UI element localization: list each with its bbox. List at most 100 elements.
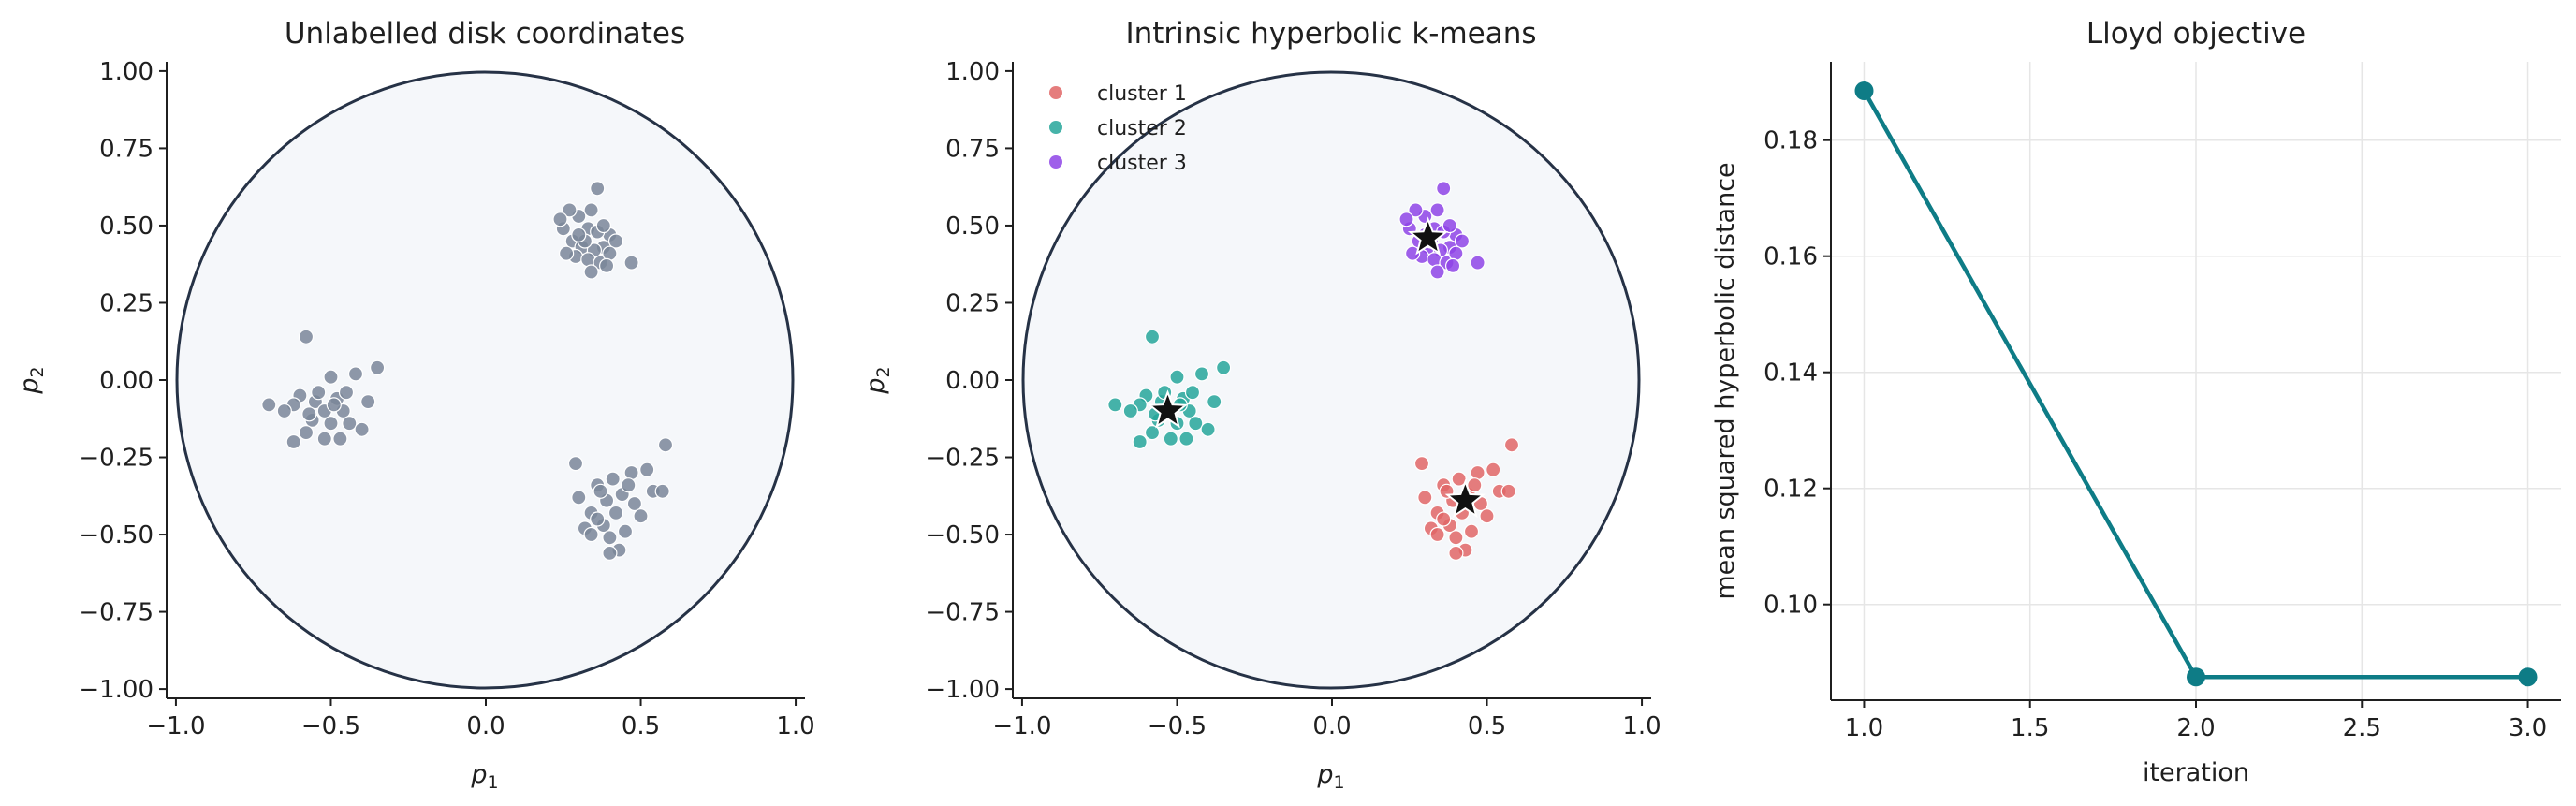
x-ticks: −1.0 −0.5 0.0 0.5 1.0 [992, 698, 1661, 740]
legend: cluster 1 cluster 2 cluster 3 [1049, 82, 1187, 175]
scatter-points [261, 181, 674, 562]
x-tick-label: 0.5 [622, 712, 660, 740]
data-point [298, 425, 315, 441]
y-ticks: −1.00 −0.75 −0.50 −0.25 0.00 0.25 0.50 0.75 1.00 [79, 58, 167, 704]
data-point [595, 217, 611, 234]
data-point [602, 530, 618, 546]
legend-marker-cluster-1 [1049, 86, 1062, 99]
legend-label-cluster-2: cluster 2 [1097, 117, 1187, 140]
x-axis-label: p1 [470, 760, 498, 793]
data-point [558, 245, 575, 261]
x-tick-label: 0.0 [466, 712, 505, 740]
x-tick-label: −1.0 [992, 712, 1051, 740]
legend-label-cluster-1: cluster 1 [1097, 82, 1187, 106]
x-tick-label: 2.0 [2176, 714, 2215, 742]
data-point [1404, 245, 1421, 261]
y-tick-label: 0.75 [945, 135, 1000, 163]
y-tick-label: 0.75 [99, 135, 154, 163]
y-tick-label: 0.50 [99, 212, 154, 241]
x-tick-label: −1.0 [146, 712, 205, 740]
y-tick-label: 1.00 [99, 58, 154, 86]
data-point [552, 212, 568, 227]
x-tick-label: 1.5 [2011, 714, 2049, 742]
data-point [1184, 385, 1201, 401]
data-point [1163, 431, 1178, 447]
objective-marker [1854, 81, 1874, 100]
data-point [316, 431, 332, 447]
data-point [1408, 202, 1424, 218]
centroid-star [1147, 389, 1189, 429]
grid [1831, 62, 2561, 700]
data-point [1442, 217, 1457, 234]
legend-label-cluster-3: cluster 3 [1097, 152, 1187, 175]
x-tick-label: −0.5 [1148, 712, 1207, 740]
data-point [590, 511, 606, 527]
y-tick-label: −0.25 [925, 445, 1000, 473]
data-point [1200, 421, 1216, 437]
y-tick-label: 0.14 [1764, 359, 1818, 388]
data-point [1448, 245, 1464, 261]
data-point [1436, 511, 1452, 527]
data-point [311, 385, 327, 401]
data-point [1193, 366, 1210, 382]
data-point [1503, 437, 1520, 453]
data-point [583, 526, 599, 543]
data-point [623, 464, 639, 481]
x-tick-label: 1.0 [1845, 714, 1883, 742]
panel-unlabelled: Unlabelled disk coordinates −1.0 −0.5 0.0 0… [15, 17, 815, 793]
panel-kmeans: Intrinsic hyperbolic k-means −1.0 −0.5 0.0… [861, 17, 1661, 793]
data-point [626, 495, 643, 512]
data-point [583, 264, 599, 280]
data-point [1144, 329, 1161, 344]
data-point [1107, 397, 1123, 413]
y-tick-label: 0.18 [1764, 127, 1818, 155]
data-point [602, 545, 618, 562]
data-point [605, 471, 621, 487]
data-point [657, 437, 674, 453]
data-point [298, 329, 315, 344]
x-tick-label: 0.0 [1312, 712, 1351, 740]
x-tick-label: 3.0 [2509, 714, 2547, 742]
x-axis-label: p1 [1316, 760, 1344, 793]
data-point [1417, 490, 1433, 506]
data-point [360, 394, 376, 410]
data-point [580, 252, 596, 268]
centroids [1147, 216, 1486, 519]
data-point [285, 433, 301, 450]
x-tick-label: 1.0 [776, 712, 814, 740]
data-point [1429, 202, 1445, 218]
y-tick-label: 0.25 [99, 289, 154, 317]
y-tick-label: −1.00 [925, 676, 1000, 704]
data-point [590, 181, 606, 197]
data-point [1486, 462, 1501, 477]
data-point [338, 385, 355, 401]
data-point [1500, 483, 1516, 499]
x-tick-label: 1.0 [1622, 712, 1661, 740]
data-point [1427, 252, 1442, 268]
y-axis-label: mean squared hyperbolic distance [1711, 162, 1740, 599]
x-axis-label: iteration [2143, 758, 2249, 787]
x-ticks: −1.0 −0.5 0.0 0.5 1.0 [146, 698, 815, 740]
y-tick-label: 0.00 [945, 367, 1000, 395]
data-point [342, 416, 358, 432]
y-tick-label: 0.16 [1764, 243, 1818, 271]
y-tick-label: 0.50 [945, 212, 1000, 241]
data-point [1467, 477, 1483, 493]
data-point [1429, 264, 1445, 280]
data-point [623, 255, 639, 271]
data-point [326, 397, 342, 413]
objective-series [1854, 81, 2538, 687]
data-point [1448, 545, 1464, 562]
data-point [621, 477, 637, 493]
data-point [323, 369, 339, 385]
data-point [1215, 359, 1232, 375]
data-point [1463, 523, 1480, 539]
data-point [567, 456, 584, 472]
data-point [1413, 456, 1430, 472]
centroid-star [1444, 478, 1486, 519]
y-axis-label: p2 [15, 366, 48, 394]
data-point [347, 366, 364, 382]
data-point [1188, 416, 1204, 432]
data-point [607, 505, 624, 521]
y-tick-label: −0.75 [925, 599, 1000, 627]
